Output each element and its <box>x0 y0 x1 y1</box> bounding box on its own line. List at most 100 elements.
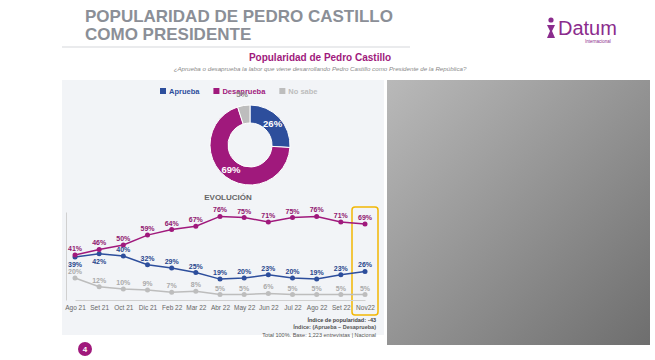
chart-subtitle: ¿Aprueba o desaprueba la labor que viene… <box>174 65 467 72</box>
logo-text: Datum <box>558 17 617 39</box>
legend-label: Aprueba <box>169 87 200 96</box>
point <box>193 224 198 229</box>
page-title: POPULARIDAD DE PEDRO CASTILLO <box>85 7 393 26</box>
data-label: 7% <box>167 282 178 289</box>
data-label: 76% <box>213 206 228 213</box>
point <box>242 276 247 281</box>
point <box>314 214 319 219</box>
note: Índice: (Aprueba – Desaprueba) <box>293 323 376 330</box>
x-tick-label: Mar 22 <box>186 304 207 311</box>
data-label: 19% <box>213 269 228 276</box>
data-label: 5% <box>312 285 323 292</box>
index-label: Índice de popularidad: <box>307 316 366 323</box>
x-tick: Jun 22 <box>259 300 279 311</box>
data-label: 50% <box>116 235 131 242</box>
data-label: 75% <box>285 208 300 215</box>
data-label: 20% <box>237 268 252 275</box>
donut: 26% 69% 5% <box>210 90 290 185</box>
legend-swatch <box>213 88 219 94</box>
x-tick: Jul 22 <box>284 300 302 311</box>
data-label: 5% <box>336 285 347 292</box>
x-tick: Abr 22 <box>211 300 231 311</box>
point <box>363 222 368 227</box>
y-axis-line <box>66 213 67 301</box>
point <box>242 292 247 297</box>
page-number-badge <box>78 342 92 356</box>
data-label: 6% <box>263 283 274 290</box>
data-label: 23% <box>334 265 349 272</box>
data-label: 25% <box>189 263 204 270</box>
legend-swatch <box>279 88 285 94</box>
x-tick-label: Ago 21 <box>65 304 86 312</box>
data-labels: 39%42%40%32%29%25%19%20%23%20%19%23%26%4… <box>68 206 373 291</box>
x-tick: Set 22 <box>332 300 351 311</box>
slice-label: 69% <box>221 164 241 175</box>
page-svg: POPULARIDAD DE PEDRO CASTILLOCOMO PRESID… <box>0 0 655 360</box>
data-label: 29% <box>165 258 180 265</box>
point <box>266 272 271 277</box>
line-title: EVOLUCIÓN <box>204 193 252 202</box>
x-tick: May 22 <box>234 300 256 312</box>
point <box>97 284 102 289</box>
page-number: 4 <box>83 345 88 354</box>
point <box>169 266 174 271</box>
series-line <box>75 216 365 255</box>
data-label: 71% <box>334 212 349 219</box>
slice-label: 5% <box>236 90 248 99</box>
point <box>266 219 271 224</box>
point <box>193 289 198 294</box>
x-tick: Mar 22 <box>186 300 207 311</box>
x-tick-label: Jun 22 <box>259 304 279 311</box>
data-label: 46% <box>92 239 107 246</box>
x-axis: Ago 21Set 21Oct 21Dic 21Feb 22Mar 22Abr … <box>65 300 375 312</box>
data-label: 23% <box>261 265 276 272</box>
popularity-index: Índice de popularidad:-43 <box>307 316 376 323</box>
point <box>145 262 150 267</box>
data-label: 8% <box>191 281 202 288</box>
slice <box>250 105 290 148</box>
logo-icon <box>548 17 553 22</box>
photo-placeholder <box>387 80 650 345</box>
data-label: 59% <box>140 225 155 232</box>
x-tick-label: Jul 22 <box>284 304 302 311</box>
slice-label: 26% <box>263 118 283 129</box>
point <box>218 277 223 282</box>
x-tick: Ago 21 <box>65 300 86 312</box>
data-label: 9% <box>142 280 153 287</box>
chart-title: Popularidad de Pedro Castillo <box>249 52 391 63</box>
x-tick-label: Ago 22 <box>307 304 328 312</box>
x-tick-label: May 22 <box>234 304 256 312</box>
chart-panel <box>62 80 384 335</box>
chart-root: POPULARIDAD DE PEDRO CASTILLOCOMO PRESID… <box>0 0 655 360</box>
point <box>290 276 295 281</box>
title-rule <box>62 47 410 48</box>
point <box>314 277 319 282</box>
x-tick-label: Oct 21 <box>114 304 134 311</box>
point <box>290 215 295 220</box>
x-tick: Oct 21 <box>114 300 134 311</box>
x-tick: Set 21 <box>90 300 109 311</box>
point <box>97 251 102 256</box>
x-tick: Ago 22 <box>307 300 328 312</box>
data-label: 67% <box>189 216 204 223</box>
slices <box>210 105 290 185</box>
point <box>338 272 343 277</box>
x-tick: Feb 22 <box>162 300 183 311</box>
x-tick-label: Set 22 <box>332 304 351 311</box>
data-label: 20% <box>68 268 83 275</box>
slice <box>238 105 250 124</box>
data-label: 12% <box>92 277 107 284</box>
logo: DatumInternacional <box>547 17 617 44</box>
data-label: 76% <box>310 206 325 213</box>
plot-area <box>73 214 368 297</box>
data-label: 64% <box>165 220 180 227</box>
logo-tagline: Internacional <box>585 39 611 44</box>
x-tick-label: Feb 22 <box>162 304 183 311</box>
data-label: 5% <box>287 285 298 292</box>
data-label: 32% <box>140 255 155 262</box>
legend-swatch <box>160 88 166 94</box>
point <box>363 269 368 274</box>
data-label: 5% <box>215 285 226 292</box>
data-label: 75% <box>237 208 252 215</box>
point <box>97 247 102 252</box>
